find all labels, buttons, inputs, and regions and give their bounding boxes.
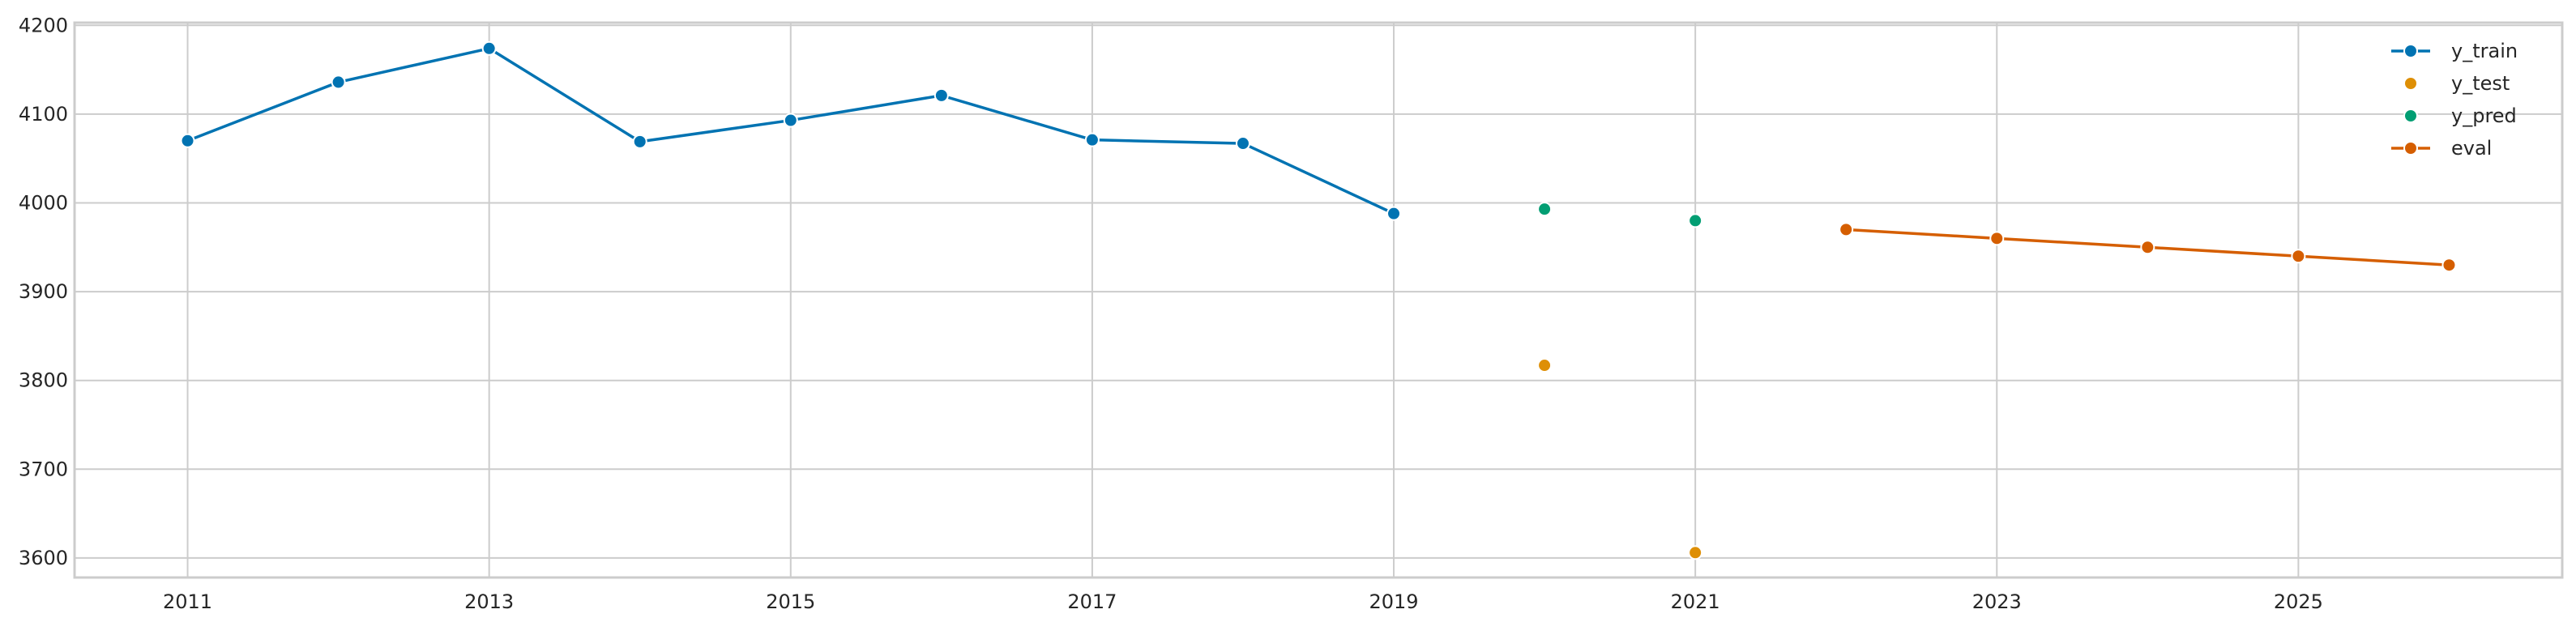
x-tick-label: 2021 bbox=[1671, 590, 1720, 613]
data-point-y-pred bbox=[1537, 202, 1553, 217]
data-point-eval bbox=[2291, 249, 2306, 264]
series-layer bbox=[180, 40, 2457, 560]
data-point-y-train bbox=[783, 113, 798, 128]
legend-label: eval bbox=[2451, 137, 2492, 160]
series-y-test bbox=[1537, 358, 1703, 560]
x-tick-label: 2025 bbox=[2274, 590, 2323, 613]
data-point-eval bbox=[1839, 222, 1854, 237]
x-tick-label: 2023 bbox=[1972, 590, 2022, 613]
data-point-y-train bbox=[1084, 132, 1100, 147]
data-point-y-pred bbox=[1688, 213, 1703, 228]
data-point-y-test bbox=[1537, 358, 1553, 373]
legend-label: y_pred bbox=[2451, 104, 2517, 127]
legend-marker bbox=[2403, 109, 2418, 123]
data-point-y-train bbox=[1386, 206, 1402, 221]
data-point-y-test bbox=[1688, 545, 1703, 560]
data-point-y-train bbox=[632, 134, 647, 149]
y-tick-label: 3600 bbox=[19, 547, 68, 569]
legend-item-eval: eval bbox=[2391, 137, 2492, 160]
data-point-y-train bbox=[1235, 136, 1250, 151]
y-tick-label: 3800 bbox=[19, 369, 68, 392]
plot-frame bbox=[73, 21, 2564, 579]
legend-item-y-train: y_train bbox=[2391, 40, 2518, 62]
x-tick-label: 2013 bbox=[464, 590, 514, 613]
series-y-pred bbox=[1537, 202, 1703, 228]
x-tick-label: 2011 bbox=[163, 590, 212, 613]
y-tick-label: 4000 bbox=[19, 191, 68, 214]
legend-marker bbox=[2403, 141, 2418, 156]
series-eval bbox=[1839, 222, 2457, 273]
series-y-train bbox=[180, 40, 1402, 221]
data-point-y-train bbox=[481, 40, 497, 56]
data-point-eval bbox=[2140, 240, 2155, 255]
y-tick-label: 3700 bbox=[19, 458, 68, 480]
legend-item-y-test: y_test bbox=[2403, 72, 2510, 95]
axes-layer: 2011 2013 2015 2017 2019 2021 2023 2025 3600 3700… bbox=[19, 14, 2564, 613]
y-tick-label: 3900 bbox=[19, 280, 68, 303]
x-tick-label: 2015 bbox=[766, 590, 815, 613]
y-tick-label: 4200 bbox=[19, 14, 68, 36]
data-point-eval bbox=[2441, 258, 2457, 273]
legend-marker bbox=[2403, 76, 2418, 91]
data-point-eval bbox=[1989, 231, 2005, 246]
x-tick-label: 2019 bbox=[1369, 590, 1418, 613]
data-point-y-train bbox=[180, 133, 195, 148]
x-tick-label: 2017 bbox=[1067, 590, 1117, 613]
y-tick-label: 4100 bbox=[19, 103, 68, 126]
data-point-y-train bbox=[933, 87, 949, 103]
grid-layer bbox=[75, 23, 2562, 577]
legend-label: y_test bbox=[2451, 72, 2510, 95]
legend-marker bbox=[2403, 44, 2418, 58]
legend-item-y-pred: y_pred bbox=[2403, 104, 2517, 127]
legend-label: y_train bbox=[2451, 40, 2518, 62]
data-point-y-train bbox=[331, 75, 346, 90]
